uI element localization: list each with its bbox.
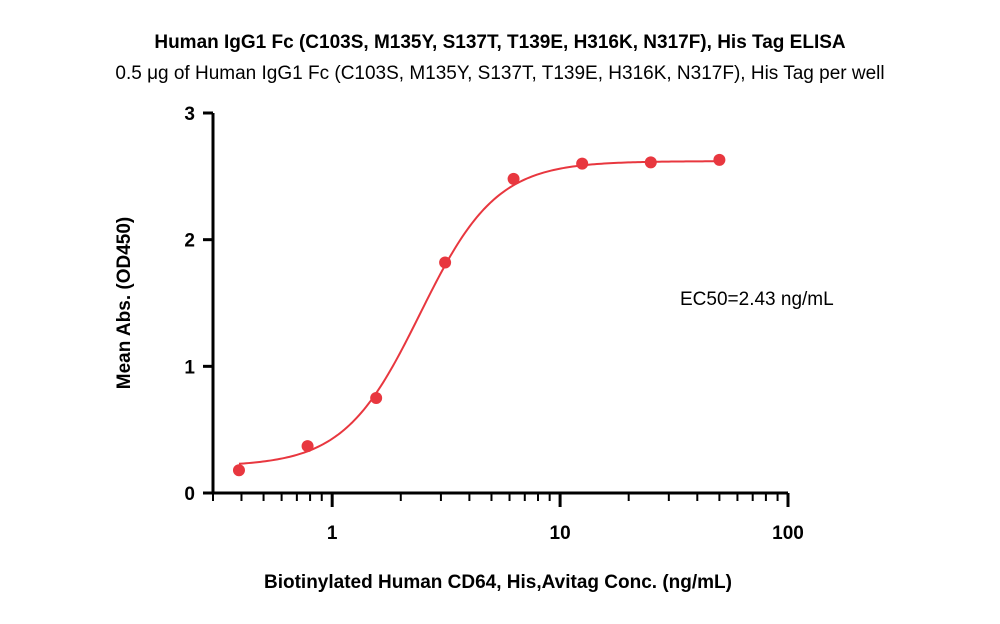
data-point xyxy=(370,392,383,404)
ec50-annotation: EC50=2.43 ng/mL xyxy=(680,289,834,310)
y-tick-label: 3 xyxy=(184,104,195,125)
x-tick-label: 1 xyxy=(327,523,338,544)
x-axis-label: Biotinylated Human CD64, His,Avitag Conc… xyxy=(264,572,732,593)
y-tick-label: 0 xyxy=(184,484,195,505)
x-tick-label: 10 xyxy=(550,523,571,544)
axes: 0 1 2 3 1 10 100 xyxy=(184,104,803,544)
data-point xyxy=(576,157,589,170)
y-tick-label: 2 xyxy=(184,231,195,252)
data-point xyxy=(301,440,314,453)
chart-title: Human IgG1 Fc (C103S, M135Y, S137T, T139… xyxy=(154,32,846,53)
fit-curve xyxy=(238,160,720,465)
data-point xyxy=(439,256,452,269)
y-tick-label: 1 xyxy=(184,357,195,378)
data-points xyxy=(232,153,726,477)
data-point xyxy=(713,153,726,166)
data-point xyxy=(644,156,657,169)
data-point xyxy=(507,172,520,185)
data-point xyxy=(232,464,245,477)
y-axis-label: Mean Abs. (OD450) xyxy=(114,217,135,389)
chart-subtitle: 0.5 μg of Human IgG1 Fc (C103S, M135Y, S… xyxy=(115,63,885,84)
x-tick-label: 100 xyxy=(772,523,804,544)
